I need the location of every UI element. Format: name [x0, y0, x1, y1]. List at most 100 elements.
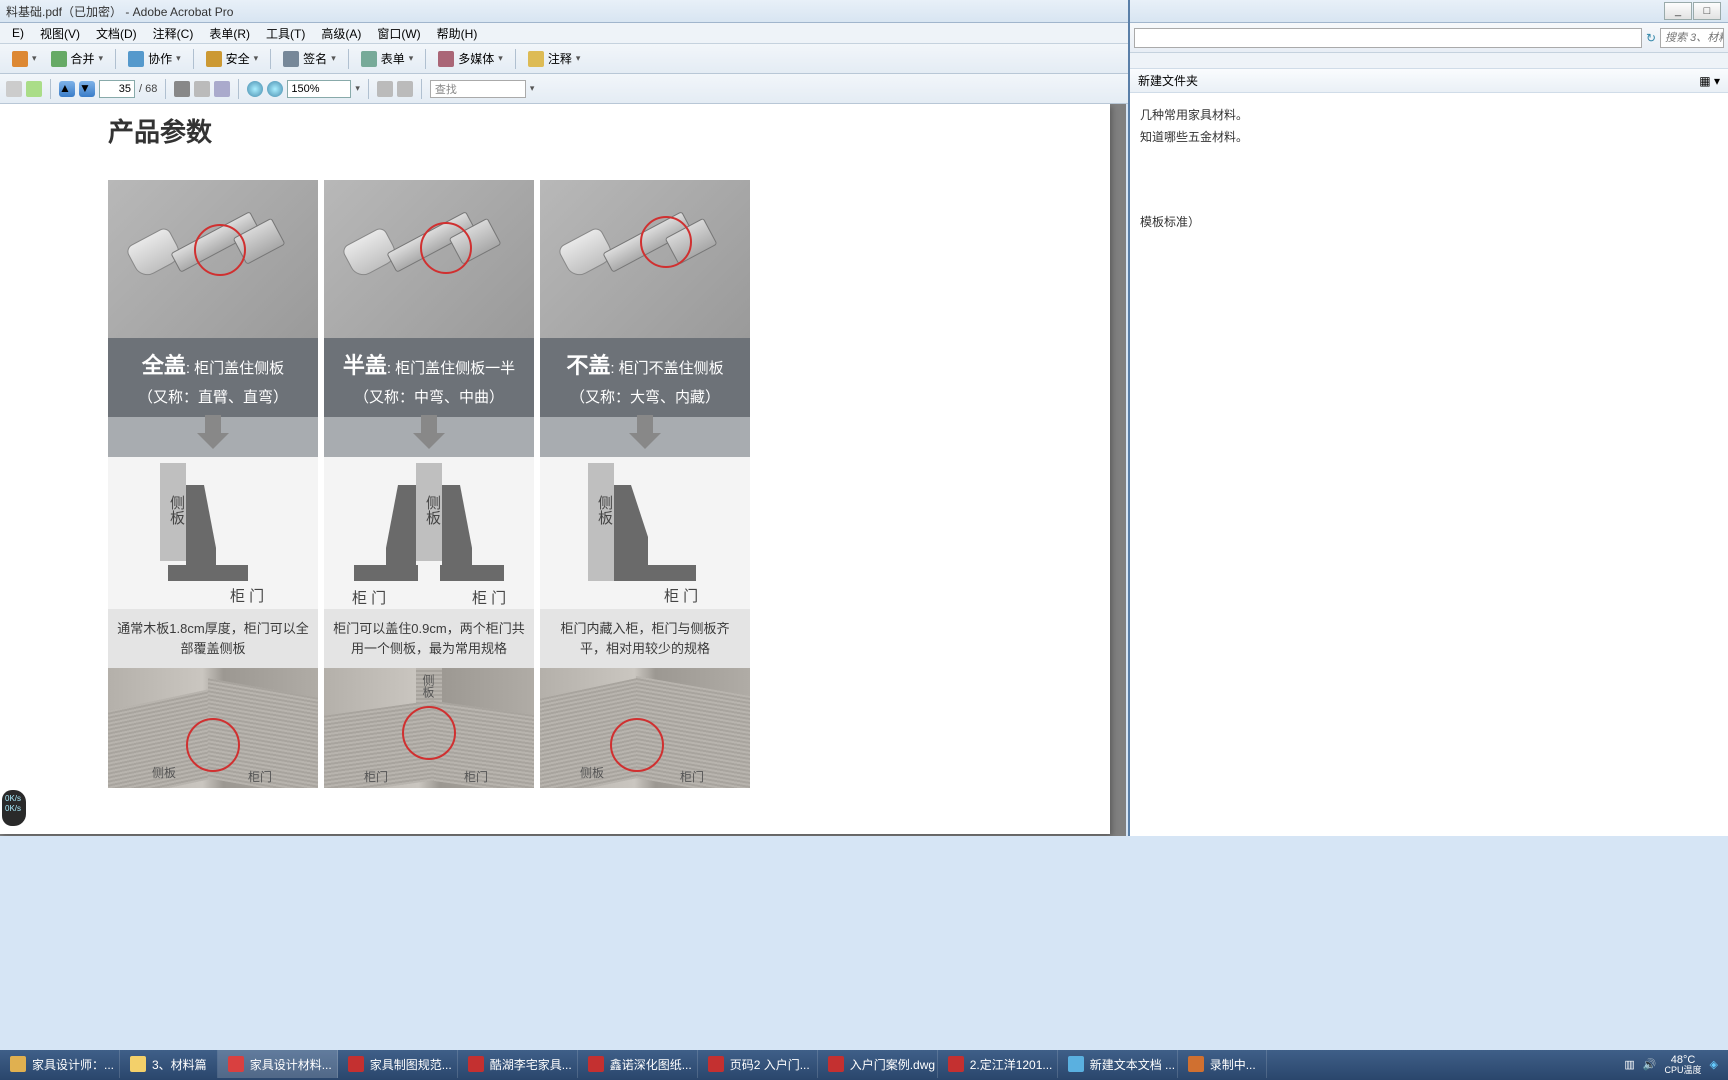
taskbar-app-icon	[228, 1056, 244, 1072]
menu-help[interactable]: 帮助(H)	[429, 23, 486, 44]
secure-label: 安全	[226, 50, 250, 67]
secure-button[interactable]: 安全▾	[200, 47, 265, 70]
zoom-in-icon[interactable]	[267, 81, 283, 97]
taskbar-label: 页码2 入户门...	[730, 1056, 810, 1073]
collab-icon	[128, 51, 144, 67]
taskbar-item[interactable]: 2.定江洋1201...	[938, 1050, 1058, 1078]
card-title: 全盖	[142, 353, 186, 378]
door-label: 柜 门	[664, 585, 698, 606]
taskbar-app-icon	[10, 1056, 26, 1072]
fit-width-icon[interactable]	[397, 81, 413, 97]
photo-side-label: 侧板	[580, 764, 604, 781]
card-desc: : 柜门不盖住侧板	[610, 360, 723, 377]
explorer-window: _ □ ↻ 新建文件夹 ▦ ▾ 几种常用家具材料。 知道哪些五金材料。 模板标准…	[1128, 0, 1728, 836]
taskbar-app-icon	[468, 1056, 484, 1072]
taskbar-item[interactable]: 新建文本文档 ...	[1058, 1050, 1178, 1078]
menu-edit[interactable]: E)	[4, 24, 32, 42]
side-label: 侧板	[594, 495, 615, 525]
taskbar-item[interactable]: 入户门案例.dwg	[818, 1050, 938, 1078]
menu-window[interactable]: 窗口(W)	[369, 23, 428, 44]
taskbar-item[interactable]: 3、材料篇	[120, 1050, 218, 1078]
r-min-button[interactable]: _	[1664, 2, 1692, 20]
menu-forms[interactable]: 表单(R)	[201, 23, 258, 44]
create-button[interactable]: ▾	[6, 48, 43, 70]
taskbar-app-icon	[948, 1056, 964, 1072]
taskbar-label: 2.定江洋1201...	[970, 1056, 1053, 1073]
photo-door-label: 柜门	[680, 768, 704, 785]
r-max-button[interactable]: □	[1693, 2, 1721, 20]
tray-icon[interactable]: 🔊	[1643, 1058, 1657, 1071]
separator	[50, 79, 51, 99]
explorer-header: 新建文件夹 ▦ ▾	[1130, 69, 1728, 93]
refresh-icon[interactable]: ↻	[1646, 31, 1656, 45]
explorer-toolbar: ↻	[1130, 23, 1728, 53]
zoom-dd-icon[interactable]: ▾	[355, 83, 360, 94]
sign-button[interactable]: 签名▾	[277, 47, 342, 70]
fit-page-icon[interactable]	[377, 81, 393, 97]
zoom-icon[interactable]	[214, 81, 230, 97]
combine-icon	[51, 51, 67, 67]
taskbar-item[interactable]: 家具设计师：...	[0, 1050, 120, 1078]
search-dd-icon[interactable]: ▾	[530, 83, 535, 94]
network-widget: 0K/s 0K/s	[2, 790, 26, 826]
view-mode-icon[interactable]: ▦ ▾	[1699, 74, 1720, 88]
taskbar-app-icon	[708, 1056, 724, 1072]
taskbar-item[interactable]: 家具制图规范...	[338, 1050, 458, 1078]
zoom-out-icon[interactable]	[247, 81, 263, 97]
card-text: 柜门可以盖住0.9cm，两个柜门共用一个侧板，最为常用规格	[324, 609, 534, 668]
menu-view[interactable]: 视图(V)	[32, 23, 88, 44]
taskbar-item[interactable]: 家具设计材料...	[218, 1050, 338, 1078]
taskbar-item[interactable]: 页码2 入户门...	[698, 1050, 818, 1078]
taskbar-item[interactable]: 录制中...	[1178, 1050, 1267, 1078]
card-label: 半盖: 柜门盖住侧板一半 （又称：中弯、中曲）	[324, 338, 534, 417]
photo-side-label: 侧板	[420, 674, 437, 698]
page-input[interactable]	[99, 80, 135, 98]
page-down-icon[interactable]: ▼	[79, 81, 95, 97]
taskbar-label: 入户门案例.dwg	[850, 1056, 935, 1073]
forms-label: 表单	[381, 50, 405, 67]
taskbar-app-icon	[588, 1056, 604, 1072]
print-icon[interactable]	[6, 81, 22, 97]
email-icon[interactable]	[26, 81, 42, 97]
media-label: 多媒体	[458, 50, 494, 67]
separator	[193, 49, 194, 69]
separator	[421, 79, 422, 99]
menu-advanced[interactable]: 高级(A)	[313, 23, 369, 44]
taskbar: 家具设计师：...3、材料篇家具设计材料... 家具制图规范... 酷湖李宅家具..…	[0, 1050, 1728, 1080]
explorer-search[interactable]	[1660, 28, 1724, 48]
net-down: 0K/s	[5, 804, 23, 814]
page-up-icon[interactable]: ▲	[59, 81, 75, 97]
hinge-illustration	[566, 189, 723, 329]
cpu-temp-label: CPU温度	[1665, 1066, 1702, 1076]
address-select[interactable]	[1134, 28, 1642, 48]
menu-comments[interactable]: 注释(C)	[145, 23, 202, 44]
sign-label: 签名	[303, 50, 327, 67]
menu-document[interactable]: 文档(D)	[88, 23, 145, 44]
taskbar-app-icon	[1068, 1056, 1084, 1072]
door-label-left: 柜 门	[352, 587, 386, 608]
card-alias: （又称：直臂、直弯）	[114, 386, 312, 407]
taskbar-label: 家具制图规范...	[370, 1056, 452, 1073]
down-arrow-icon	[540, 417, 750, 457]
select-icon[interactable]	[174, 81, 190, 97]
search-input[interactable]: 查找	[430, 80, 526, 98]
shield-icon[interactable]: ◈	[1710, 1058, 1718, 1071]
photo-side-label: 侧板	[152, 764, 176, 781]
taskbar-item[interactable]: 酷湖李宅家具...	[458, 1050, 578, 1078]
zoom-select[interactable]	[287, 80, 351, 98]
hand-icon[interactable]	[194, 81, 210, 97]
card-text: 通常木板1.8cm厚度，柜门可以全部覆盖侧板	[108, 609, 318, 668]
collab-button[interactable]: 协作▾	[122, 47, 187, 70]
corner-photo: 侧板 柜门 柜门	[324, 668, 534, 788]
photo-door-label: 柜门	[248, 768, 272, 785]
combine-button[interactable]: 合并▾	[45, 47, 110, 70]
highlight-circle	[194, 224, 246, 276]
taskbar-item[interactable]: 鑫诺深化图纸...	[578, 1050, 698, 1078]
tray-icon[interactable]: ▥	[1624, 1058, 1634, 1071]
down-arrow-icon	[324, 417, 534, 457]
separator	[515, 49, 516, 69]
comment-button[interactable]: 注释▾	[522, 47, 587, 70]
media-button[interactable]: 多媒体▾	[432, 47, 509, 70]
menu-tools[interactable]: 工具(T)	[258, 23, 313, 44]
forms-button[interactable]: 表单▾	[355, 47, 420, 70]
